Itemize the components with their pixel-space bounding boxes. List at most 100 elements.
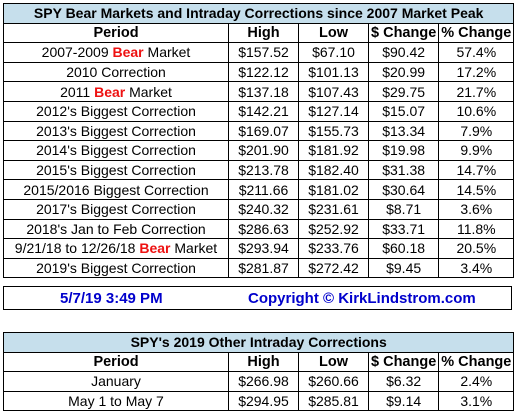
- period-cell: 2018's Jan to Feb Correction: [3, 218, 229, 240]
- dollar-change-cell: $20.99: [367, 61, 440, 83]
- period-text: January: [91, 373, 141, 390]
- high-cell: $211.66: [228, 179, 299, 200]
- percent-change-cell: 10.6%: [438, 100, 515, 122]
- table-row: 2012's Biggest Correction $142.21 $127.14 $…: [3, 100, 515, 122]
- period-text: 2014's Biggest Correction: [36, 142, 196, 159]
- period-text: 2012's Biggest Correction: [36, 103, 196, 120]
- period-text-suffix: Market: [125, 83, 172, 100]
- header-row: Period High Low $ Change % Change: [3, 22, 515, 44]
- low-cell: $155.73: [298, 120, 369, 142]
- period-text: 2018's Jan to Feb Correction: [26, 220, 206, 237]
- header-low: Low: [298, 22, 369, 44]
- period-text: 9/21/18 to 12/26/18: [14, 240, 140, 257]
- table-row: 9/21/18 to 12/26/18 Bear Market $293.94 $2…: [3, 238, 515, 259]
- low-cell: $252.92: [298, 218, 369, 240]
- period-text: 2013's Biggest Correction: [36, 122, 196, 139]
- header-dollar-change: $ Change: [367, 351, 440, 373]
- header-high: High: [228, 351, 299, 373]
- period-text: 2017's Biggest Correction: [36, 201, 196, 218]
- period-cell: January: [3, 371, 229, 392]
- low-cell: $67.10: [298, 42, 369, 63]
- table-row: January $266.98 $260.66 $6.32 2.4%: [3, 371, 515, 392]
- table-row: 2019's Biggest Correction $281.87 $272.42 $…: [3, 257, 515, 279]
- low-cell: $181.92: [298, 140, 369, 161]
- header-high: High: [228, 22, 299, 44]
- bear-label: Bear: [112, 44, 144, 61]
- percent-change-cell: 11.8%: [438, 218, 515, 240]
- period-text: May 1 to May 7: [68, 393, 164, 410]
- period-cell: 9/21/18 to 12/26/18 Bear Market: [3, 238, 229, 259]
- period-cell: 2013's Biggest Correction: [3, 120, 229, 142]
- period-cell: 2015's Biggest Correction: [3, 159, 229, 181]
- period-text: 2019's Biggest Correction: [36, 260, 196, 277]
- table-title: SPY's 2019 Other Intraday Corrections: [2, 332, 515, 353]
- header-period: Period: [3, 22, 229, 44]
- high-cell: $122.12: [228, 61, 299, 83]
- table-row: 2015's Biggest Correction $213.78 $182.40 $…: [3, 159, 515, 181]
- table-row: 2017's Biggest Correction $240.32 $231.61 $…: [3, 198, 515, 220]
- period-text: 2010 Correction: [66, 64, 166, 81]
- dollar-change-cell: $31.38: [367, 159, 440, 181]
- high-cell: $142.21: [228, 100, 299, 122]
- percent-change-cell: 2.4%: [438, 371, 515, 392]
- high-cell: $201.90: [228, 140, 299, 161]
- high-cell: $286.63: [228, 218, 299, 240]
- low-cell: $181.02: [298, 179, 369, 200]
- table-row: 2007-2009 Bear Market $157.52 $67.10 $90.42…: [3, 42, 515, 63]
- high-cell: $281.87: [228, 257, 299, 279]
- dollar-change-cell: $9.14: [367, 390, 440, 411]
- header-percent-change: % Change: [438, 351, 515, 373]
- percent-change-cell: 14.5%: [438, 179, 515, 200]
- dollar-change-cell: $15.07: [367, 100, 440, 122]
- table-row: 2011 Bear Market $137.18 $107.43 $29.75 21.7…: [3, 81, 515, 102]
- table-row: 2013's Biggest Correction $169.07 $155.73 $…: [3, 120, 515, 142]
- percent-change-cell: 3.4%: [438, 257, 515, 279]
- period-text: 2015/2016 Biggest Correction: [23, 181, 209, 198]
- percent-change-cell: 20.5%: [438, 238, 515, 259]
- header-dollar-change: $ Change: [367, 22, 440, 44]
- header-percent-change: % Change: [438, 22, 515, 44]
- period-cell: 2019's Biggest Correction: [3, 257, 229, 279]
- low-cell: $182.40: [298, 159, 369, 181]
- low-cell: $107.43: [298, 81, 369, 102]
- low-cell: $101.13: [298, 61, 369, 83]
- bear-label: Bear: [139, 240, 171, 257]
- dollar-change-cell: $29.75: [367, 81, 440, 102]
- dollar-change-cell: $6.32: [367, 371, 440, 392]
- timestamp: 5/7/19 3:49 PM: [60, 289, 163, 307]
- table-row: 2014's Biggest Correction $201.90 $181.92 $…: [3, 140, 515, 161]
- period-cell: 2015/2016 Biggest Correction: [3, 179, 229, 200]
- high-cell: $293.94: [228, 238, 299, 259]
- high-cell: $294.95: [228, 390, 299, 411]
- high-cell: $213.78: [228, 159, 299, 181]
- period-cell: 2011 Bear Market: [3, 81, 229, 102]
- dollar-change-cell: $19.98: [367, 140, 440, 161]
- header-row: Period High Low $ Change % Change: [3, 351, 515, 373]
- low-cell: $127.14: [298, 100, 369, 122]
- dollar-change-cell: $9.45: [367, 257, 440, 279]
- high-cell: $266.98: [228, 371, 299, 392]
- corrections-table: SPY Bear Markets and Intraday Correction…: [2, 3, 515, 279]
- percent-change-cell: 7.9%: [438, 120, 515, 142]
- dollar-change-cell: $60.18: [367, 238, 440, 259]
- dollar-change-cell: $13.34: [367, 120, 440, 142]
- dollar-change-cell: $30.64: [367, 179, 440, 200]
- percent-change-cell: 57.4%: [438, 42, 515, 63]
- low-cell: $260.66: [298, 371, 369, 392]
- bear-label: Bear: [94, 83, 126, 100]
- table-row: 2018's Jan to Feb Correction $286.63 $252.…: [3, 218, 515, 240]
- low-cell: $233.76: [298, 238, 369, 259]
- low-cell: $272.42: [298, 257, 369, 279]
- period-text-suffix: Market: [170, 240, 218, 257]
- low-cell: $285.81: [298, 390, 369, 411]
- period-text-suffix: Market: [143, 44, 191, 61]
- percent-change-cell: 17.2%: [438, 61, 515, 83]
- period-cell: 2012's Biggest Correction: [3, 100, 229, 122]
- table-row: 2010 Correction $122.12 $101.13 $20.99 17.2%: [3, 61, 515, 83]
- other-corrections-table: SPY's 2019 Other Intraday Corrections Pe…: [2, 332, 515, 411]
- table-body: January $266.98 $260.66 $6.32 2.4% May 1 to M…: [3, 371, 515, 411]
- copyright-notice: Copyright © KirkLindstrom.com: [248, 289, 476, 307]
- low-cell: $231.61: [298, 198, 369, 220]
- percent-change-cell: 9.9%: [438, 140, 515, 161]
- table-row: 2015/2016 Biggest Correction $211.66 $181.…: [3, 179, 515, 200]
